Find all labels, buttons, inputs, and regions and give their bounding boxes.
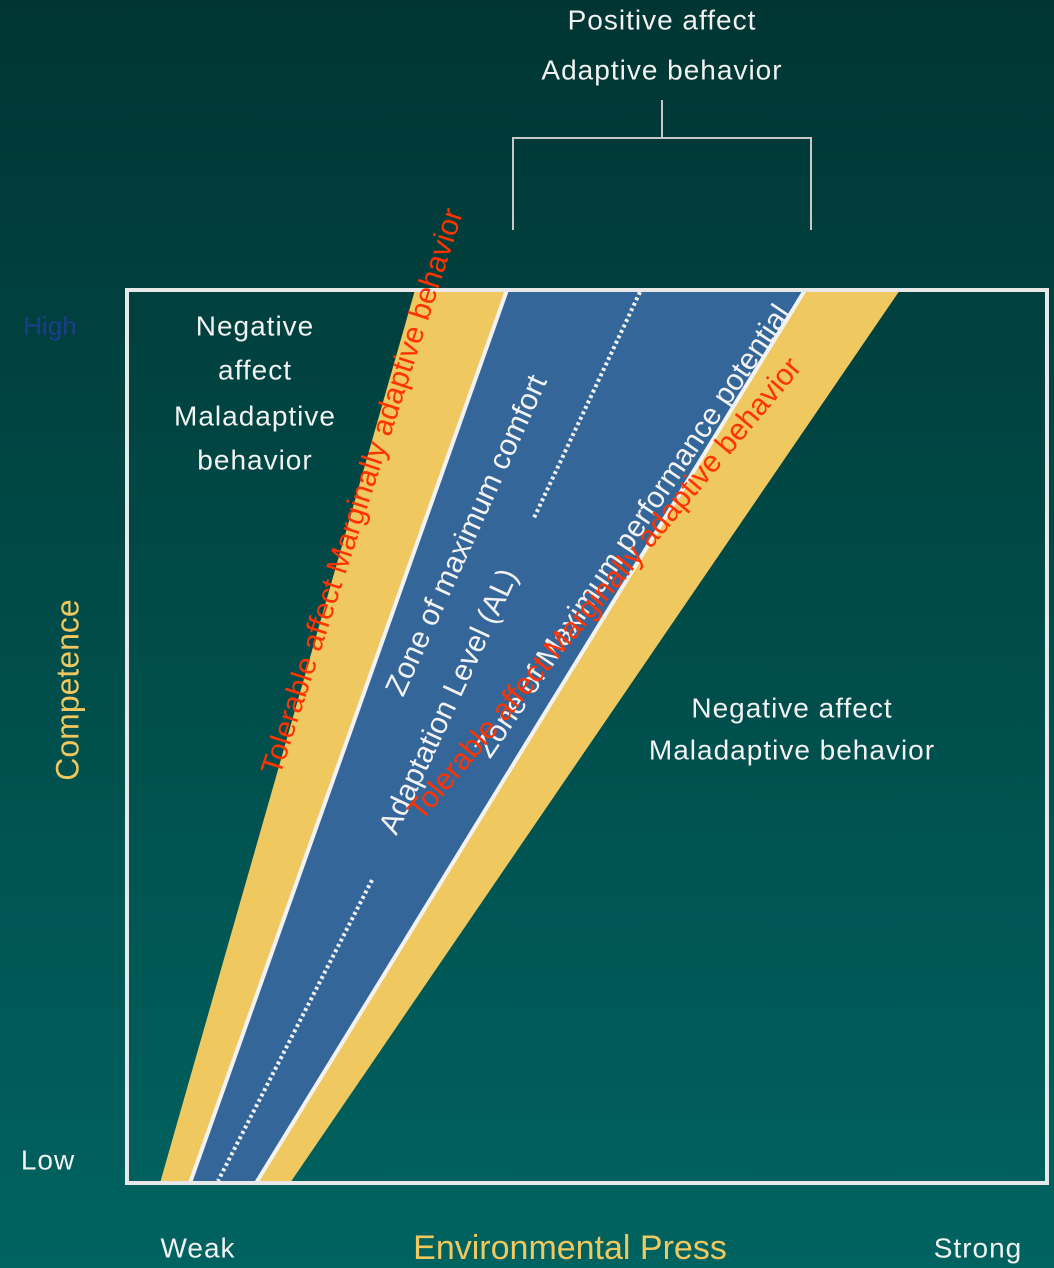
top-label: Positive affect <box>568 4 757 35</box>
region-label: affect <box>218 354 292 385</box>
bracket <box>512 100 812 230</box>
adaptation-level-line <box>216 291 642 1182</box>
region-label: Maladaptive behavior <box>649 734 935 765</box>
band-edges <box>188 288 807 1185</box>
right-marginal-band <box>256 290 900 1183</box>
x-axis-title: Environmental Press <box>413 1229 727 1267</box>
top-label: Adaptive behavior <box>541 54 782 85</box>
x-strong-label: Strong <box>934 1232 1023 1263</box>
region-label: Maladaptive <box>174 400 336 431</box>
comfort-band <box>190 290 805 1183</box>
left-marginal-band <box>160 290 507 1183</box>
x-weak-label: Weak <box>160 1232 235 1263</box>
y-low-label: Low <box>21 1144 75 1175</box>
region-label: behavior <box>197 444 312 475</box>
y-axis-title: Competence <box>49 599 85 780</box>
y-high-label: High <box>23 311 76 341</box>
region-label: Negative <box>196 310 315 341</box>
region-label: Negative affect <box>691 692 892 723</box>
frame <box>125 288 1049 1185</box>
